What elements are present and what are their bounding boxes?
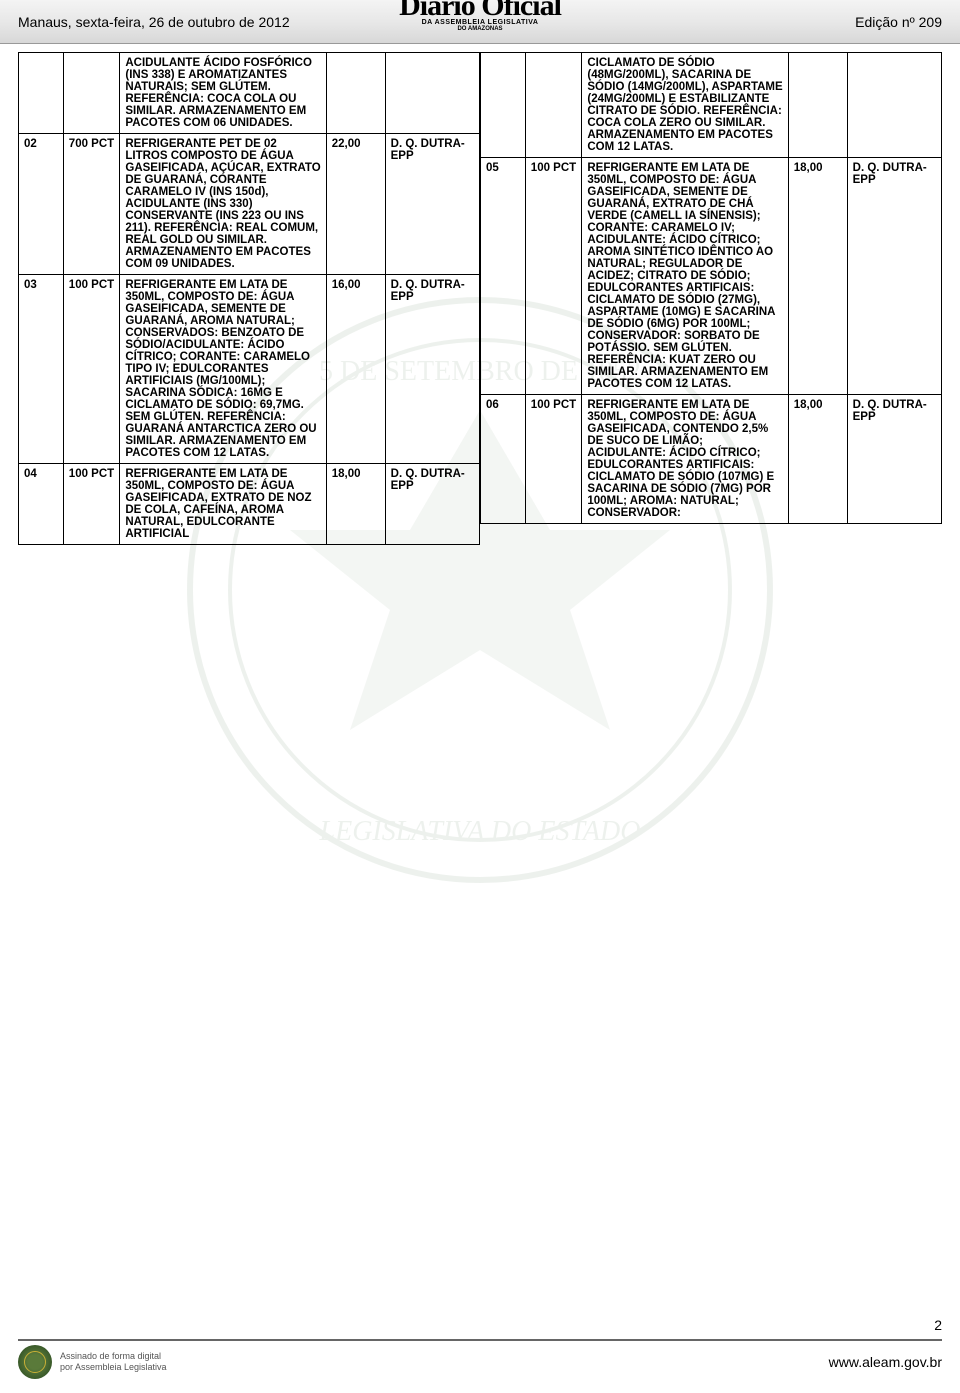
cell-desc: ACIDULANTE ÁCIDO FOSFÓRICO (INS 338) E A… xyxy=(120,53,326,134)
right-column: CICLAMATO DE SÓDIO (48MG/200ML), SACARIN… xyxy=(480,52,942,545)
cell-sup: D. Q. DUTRA-EPP xyxy=(847,158,941,395)
cell-num: 06 xyxy=(481,395,526,524)
cell-desc: REFRIGERANTE EM LATA DE 350ML, COMPOSTO … xyxy=(120,464,326,545)
cell-num: 03 xyxy=(19,275,64,464)
left-table: ACIDULANTE ÁCIDO FOSFÓRICO (INS 338) E A… xyxy=(18,52,480,545)
header-edition: Edição nº 209 xyxy=(855,14,942,30)
sig-line1: Assinado de forma digital xyxy=(60,1351,167,1362)
cell-val: 22,00 xyxy=(326,134,385,275)
cell-sup xyxy=(847,53,941,158)
cell-desc: REFRIGERANTE PET DE 02 LITROS COMPOSTO D… xyxy=(120,134,326,275)
footer-left: Assinado de forma digital por Assembleia… xyxy=(18,1345,167,1379)
cell-qty xyxy=(63,53,120,134)
cell-qty: 100 PCT xyxy=(525,395,582,524)
cell-sup: D. Q. DUTRA-EPP xyxy=(385,134,479,275)
cell-qty: 100 PCT xyxy=(63,464,120,545)
cell-sup: D. Q. DUTRA-EPP xyxy=(385,464,479,545)
table-row: 06100 PCTREFRIGERANTE EM LATA DE 350ML, … xyxy=(481,395,942,524)
cell-num xyxy=(19,53,64,134)
cell-val: 18,00 xyxy=(788,395,847,524)
cell-sup: D. Q. DUTRA-EPP xyxy=(847,395,941,524)
header-bar: Manaus, sexta-feira, 26 de outubro de 20… xyxy=(0,0,960,44)
table-row: 02700 PCTREFRIGERANTE PET DE 02 LITROS C… xyxy=(19,134,480,275)
cell-desc: REFRIGERANTE EM LATA DE 350ML, COMPOSTO … xyxy=(120,275,326,464)
cell-sup xyxy=(385,53,479,134)
table-row: 05100 PCTREFRIGERANTE EM LATA DE 350ML, … xyxy=(481,158,942,395)
cell-num xyxy=(481,53,526,158)
cell-num: 02 xyxy=(19,134,64,275)
right-table: CICLAMATO DE SÓDIO (48MG/200ML), SACARIN… xyxy=(480,52,942,524)
cell-num: 04 xyxy=(19,464,64,545)
footer-row: Assinado de forma digital por Assembleia… xyxy=(18,1345,942,1379)
masthead-sub1: DA ASSEMBLEIA LEGISLATIVA xyxy=(399,19,561,26)
footer: 2 Assinado de forma digital por Assemble… xyxy=(0,1313,960,1393)
crest-icon xyxy=(18,1345,52,1379)
cell-num: 05 xyxy=(481,158,526,395)
cell-qty: 700 PCT xyxy=(63,134,120,275)
cell-val xyxy=(326,53,385,134)
table-row: ACIDULANTE ÁCIDO FOSFÓRICO (INS 338) E A… xyxy=(19,53,480,134)
cell-sup: D. Q. DUTRA-EPP xyxy=(385,275,479,464)
signature-text: Assinado de forma digital por Assembleia… xyxy=(60,1351,167,1373)
masthead-title: Diário Oficial xyxy=(399,0,561,19)
cell-desc: REFRIGERANTE EM LATA DE 350ML, COMPOSTO … xyxy=(582,395,788,524)
cell-desc: CICLAMATO DE SÓDIO (48MG/200ML), SACARIN… xyxy=(582,53,788,158)
table-row: 03100 PCTREFRIGERANTE EM LATA DE 350ML, … xyxy=(19,275,480,464)
sig-line2: por Assembleia Legislativa xyxy=(60,1362,167,1373)
footer-url: www.aleam.gov.br xyxy=(829,1354,942,1370)
cell-val: 16,00 xyxy=(326,275,385,464)
left-column: ACIDULANTE ÁCIDO FOSFÓRICO (INS 338) E A… xyxy=(18,52,480,545)
page-number: 2 xyxy=(18,1317,942,1333)
footer-rule xyxy=(18,1339,942,1341)
content: ACIDULANTE ÁCIDO FOSFÓRICO (INS 338) E A… xyxy=(0,44,960,545)
page: Manaus, sexta-feira, 26 de outubro de 20… xyxy=(0,0,960,1393)
table-row: CICLAMATO DE SÓDIO (48MG/200ML), SACARIN… xyxy=(481,53,942,158)
cell-qty: 100 PCT xyxy=(525,158,582,395)
cell-desc: REFRIGERANTE EM LATA DE 350ML, COMPOSTO … xyxy=(582,158,788,395)
table-row: 04100 PCTREFRIGERANTE EM LATA DE 350ML, … xyxy=(19,464,480,545)
masthead: Diário Oficial DA ASSEMBLEIA LEGISLATIVA… xyxy=(399,0,561,32)
cell-qty xyxy=(525,53,582,158)
header-date: Manaus, sexta-feira, 26 de outubro de 20… xyxy=(18,14,290,30)
masthead-sub2: DO AMAZONAS xyxy=(399,26,561,32)
cell-qty: 100 PCT xyxy=(63,275,120,464)
svg-text:LEGISLATIVA DO ESTADO: LEGISLATIVA DO ESTADO xyxy=(319,816,641,847)
cell-val: 18,00 xyxy=(326,464,385,545)
cell-val: 18,00 xyxy=(788,158,847,395)
cell-val xyxy=(788,53,847,158)
